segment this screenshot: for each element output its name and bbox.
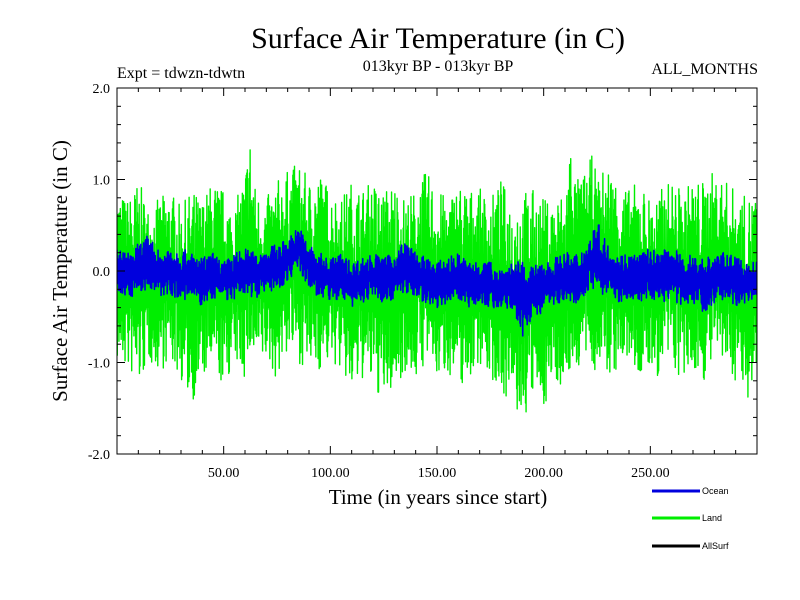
y-tick-label: 2.0 <box>93 82 111 97</box>
series-ocean-line <box>117 224 757 337</box>
x-tick-label: 200.00 <box>524 466 563 481</box>
x-tick-label: 250.00 <box>631 466 670 481</box>
chart-subtitle-left: Expt = tdwzn-tdwtn <box>117 65 245 82</box>
y-tick-label: -2.0 <box>88 448 110 463</box>
legend-label-ocean: Ocean <box>702 486 729 496</box>
chart-title: Surface Air Temperature (in C) <box>251 22 625 55</box>
chart-subtitle-right: ALL_MONTHS <box>651 61 758 78</box>
y-tick-label: 1.0 <box>93 174 111 189</box>
legend-label-land: Land <box>702 513 722 523</box>
legend-label-allsurf: AllSurf <box>702 541 729 551</box>
y-axis-label: Surface Air Temperature (in C) <box>48 140 72 402</box>
chart-subtitle-center: 013kyr BP - 013kyr BP <box>363 58 514 75</box>
x-axis-label: Time (in years since start) <box>329 485 548 509</box>
plot-area <box>117 149 757 413</box>
x-tick-label: 100.00 <box>311 466 350 481</box>
x-tick-label: 50.00 <box>208 466 240 481</box>
axis-ticks: 50.00 100.00 150.00 200.00 250.00 -2.0 -1.0 0.0… <box>88 82 757 481</box>
y-tick-label: 0.0 <box>93 265 111 280</box>
y-tick-label: -1.0 <box>88 357 110 372</box>
x-tick-label: 150.00 <box>418 466 457 481</box>
legend: Ocean Land AllSurf <box>652 486 729 551</box>
